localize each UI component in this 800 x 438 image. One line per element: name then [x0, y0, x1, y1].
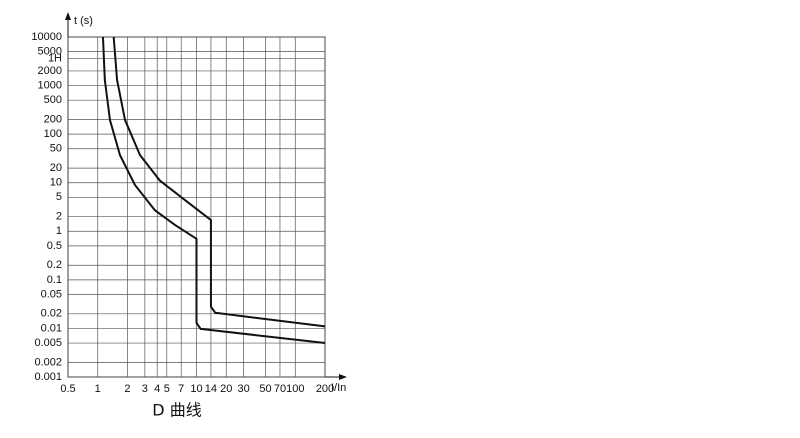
- y-axis-arrow: [65, 12, 71, 20]
- x-tick-label: 4: [154, 383, 160, 395]
- y-tick-label: 0.01: [41, 322, 62, 334]
- x-tick-label: 200: [316, 383, 334, 395]
- curve: [112, 36, 326, 328]
- x-axis-arrow: [339, 374, 347, 380]
- y-tick-label: 10000: [31, 31, 62, 43]
- x-tick-label: 2: [124, 383, 130, 395]
- y-tick-label: 200: [44, 113, 62, 125]
- x-tick-label: 3: [142, 383, 148, 395]
- y-tick-label: 2000: [38, 65, 62, 77]
- x-tick-label: 100: [286, 383, 304, 395]
- y-tick-label: 50: [50, 143, 62, 155]
- x-tick-label: 50: [259, 383, 271, 395]
- chart-title: D 曲线: [152, 401, 201, 420]
- x-tick-label: 1: [95, 383, 101, 395]
- y-tick-label: 0.1: [47, 274, 62, 286]
- x-tick-label: 10: [190, 383, 202, 395]
- y-axis-label: t (s): [74, 15, 93, 27]
- y-tick-label: 1: [56, 225, 62, 237]
- y-tick-label: 1000: [38, 79, 62, 91]
- x-tick-label: 30: [237, 383, 249, 395]
- x-tick-label: 0.5: [60, 383, 75, 395]
- y-tick-label: 500: [44, 94, 62, 106]
- y-tick-label: 10: [50, 177, 62, 189]
- y-tick-label: 0.005: [34, 337, 62, 349]
- y-tick-label: 0.002: [34, 356, 62, 368]
- y-tick-label: 5000: [38, 46, 62, 58]
- y-tick-label: 2: [56, 211, 62, 223]
- y-tick-label: 1H: [48, 52, 62, 64]
- x-tick-label: 20: [220, 383, 232, 395]
- x-tick-label: 70: [274, 383, 286, 395]
- y-tick-label: 5: [56, 191, 62, 203]
- x-tick-label: 14: [205, 383, 217, 395]
- curve: [101, 36, 326, 345]
- y-tick-label: 20: [50, 162, 62, 174]
- x-tick-label: 7: [178, 383, 184, 395]
- y-tick-label: 0.2: [47, 259, 62, 271]
- y-tick-label: 100: [44, 128, 62, 140]
- x-tick-label: 5: [164, 383, 170, 395]
- y-tick-label: 0.05: [41, 288, 62, 300]
- y-tick-label: 0.5: [47, 240, 62, 252]
- x-axis-label: I/In: [331, 382, 346, 394]
- y-tick-label: 0.001: [34, 371, 62, 383]
- y-tick-label: 0.02: [41, 308, 62, 320]
